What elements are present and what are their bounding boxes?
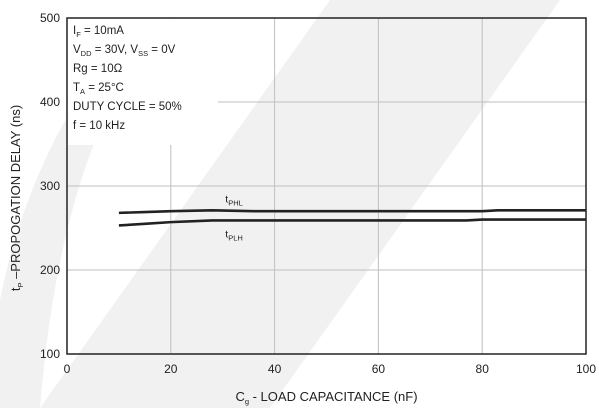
condition-line: DUTY CYCLE = 50% — [73, 101, 182, 113]
x-axis-title: Cg - LOAD CAPACITANCE (nF) — [235, 389, 417, 406]
labels: Cg - LOAD CAPACITANCE (nF) tP –PROPOGATIO… — [8, 105, 418, 406]
plot-frame — [66, 17, 587, 355]
series-label-tPHL: tPHL — [225, 193, 243, 207]
y-tick-label: 500 — [40, 11, 60, 25]
series-line-tPHL — [118, 209, 586, 215]
conditions-box — [68, 19, 218, 145]
grid — [67, 18, 586, 354]
watermark-arc — [0, 40, 150, 408]
condition-line: IF = 10mA — [73, 25, 124, 39]
y-tick-label: 100 — [40, 347, 60, 361]
conditions-text: IF = 10mA VDD = 30V, VSS = 0V Rg = 10Ω TA =… — [73, 25, 182, 132]
condition-line: Rg = 10Ω — [73, 63, 123, 75]
x-tick-label: 0 — [64, 362, 71, 376]
y-tick-label: 200 — [40, 263, 60, 277]
y-axis-title: tP –PROPOGATION DELAY (ns) — [8, 105, 25, 291]
condition-line: f = 10 kHz — [73, 120, 125, 132]
y-tick-label: 400 — [40, 95, 60, 109]
y-tick-labels: 100 200 300 400 500 — [40, 11, 60, 361]
x-tick-label: 20 — [164, 362, 178, 376]
series-label-tPLH: tPLH — [225, 228, 243, 242]
condition-line: TA = 25°C — [73, 82, 124, 96]
y-tick-label: 300 — [40, 179, 60, 193]
x-tick-label: 40 — [268, 362, 282, 376]
x-tick-label: 60 — [372, 362, 386, 376]
x-tick-labels: 0 20 40 60 80 100 — [64, 362, 597, 376]
series-line-tPLH — [118, 218, 586, 227]
condition-line: VDD = 30V, VSS = 0V — [73, 44, 176, 58]
series-layer — [118, 209, 586, 227]
x-tick-label: 100 — [576, 362, 596, 376]
x-tick-label: 80 — [476, 362, 490, 376]
